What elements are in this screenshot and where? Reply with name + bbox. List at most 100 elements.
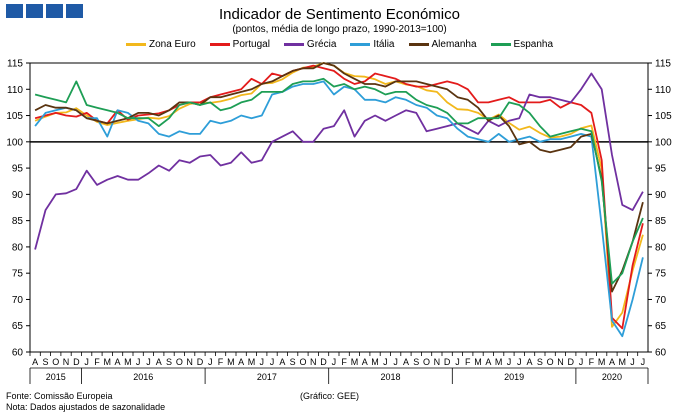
brand-logo	[6, 4, 83, 18]
adjustment-note: Nota: Dados ajustados de sazonalidade	[6, 402, 166, 412]
y-tick-label-right: 60	[655, 348, 667, 359]
legend-swatch	[125, 43, 146, 46]
legend-item: Grécia	[283, 39, 337, 50]
chart-subtitle: (pontos, média de longo prazo, 1990-2013…	[232, 24, 447, 35]
x-month-label: A	[279, 357, 285, 367]
y-tick-label-left: 85	[12, 216, 24, 227]
legend-item: Portugal	[209, 39, 270, 50]
x-month-label: J	[579, 357, 584, 367]
x-month-label: J	[641, 357, 646, 367]
y-tick-label-right: 65	[655, 321, 667, 332]
legend-label: Grécia	[306, 39, 337, 50]
x-month-label: A	[485, 357, 491, 367]
x-month-label: S	[166, 357, 172, 367]
y-tick-label-right: 110	[655, 85, 671, 96]
x-month-label: D	[568, 357, 575, 367]
x-month-label: J	[507, 357, 512, 367]
x-month-label: J	[517, 357, 522, 367]
x-month-label: O	[547, 357, 554, 367]
year-label: 2018	[380, 372, 400, 382]
series-line-zona-euro	[34, 62, 644, 328]
x-month-label: A	[32, 357, 38, 367]
legend-label: Zona Euro	[148, 39, 196, 50]
y-tick-label-left: 100	[6, 137, 23, 148]
y-tick-label-right: 75	[655, 269, 667, 280]
x-month-label: A	[403, 357, 409, 367]
x-month-label: A	[609, 357, 615, 367]
x-month-label: D	[197, 357, 204, 367]
x-month-label: F	[465, 357, 471, 367]
chart-credit: (Gráfico: GEE)	[300, 391, 360, 401]
legend-swatch	[209, 43, 230, 46]
x-month-label: J	[146, 357, 151, 367]
chart-title: Indicador de Sentimento Económico	[219, 6, 460, 23]
x-month-label: M	[598, 357, 606, 367]
x-month-label: D	[444, 357, 451, 367]
legend-item: Alemanha	[408, 39, 477, 50]
x-month-label: S	[290, 357, 296, 367]
y-tick-label-right: 95	[655, 164, 667, 175]
source-note: Fonte: Comissão Europeia	[6, 391, 113, 401]
y-tick-label-left: 105	[6, 111, 23, 122]
x-month-label: F	[341, 357, 347, 367]
x-month-label: J	[630, 357, 635, 367]
y-tick-label-right: 100	[655, 137, 672, 148]
x-month-label: N	[557, 357, 564, 367]
legend-item: Zona Euro	[125, 39, 196, 50]
x-month-label: O	[176, 357, 183, 367]
y-tick-label-left: 65	[12, 321, 24, 332]
x-month-label: M	[371, 357, 379, 367]
x-month-label: J	[260, 357, 265, 367]
legend-label: Alemanha	[431, 39, 477, 50]
x-month-label: S	[537, 357, 543, 367]
x-month-label: M	[474, 357, 482, 367]
y-tick-label-left: 75	[12, 269, 24, 280]
x-month-label: D	[320, 357, 327, 367]
x-month-label: J	[332, 357, 337, 367]
y-tick-label-left: 115	[7, 59, 23, 70]
legend-swatch	[408, 43, 429, 46]
x-month-label: S	[413, 357, 419, 367]
legend-label: Itália	[373, 39, 395, 50]
x-month-label: J	[270, 357, 275, 367]
x-month-label: A	[362, 357, 368, 367]
year-label: 2019	[504, 372, 524, 382]
year-label: 2020	[602, 372, 622, 382]
x-month-label: M	[619, 357, 627, 367]
legend-label: Espanha	[513, 39, 554, 50]
year-label: 2016	[133, 372, 153, 382]
series-line-portugal	[34, 64, 644, 330]
x-month-label: M	[124, 357, 132, 367]
x-month-label: O	[423, 357, 430, 367]
x-month-label: M	[227, 357, 235, 367]
x-month-label: S	[42, 357, 48, 367]
y-tick-label-left: 90	[12, 190, 24, 201]
y-tick-label-right: 115	[655, 59, 671, 70]
y-tick-label-left: 95	[12, 164, 24, 175]
y-tick-label-right: 105	[655, 111, 672, 122]
x-month-label: N	[186, 357, 193, 367]
x-month-label: J	[84, 357, 89, 367]
legend-swatch	[490, 43, 511, 46]
x-month-label: M	[248, 357, 256, 367]
x-month-label: F	[218, 357, 224, 367]
series-line-it-lia	[34, 80, 644, 338]
x-month-label: N	[434, 357, 441, 367]
x-month-label: A	[115, 357, 121, 367]
x-month-label: J	[455, 357, 460, 367]
x-month-label: J	[393, 357, 398, 367]
x-month-label: F	[589, 357, 595, 367]
y-tick-label-left: 60	[12, 348, 24, 359]
x-month-label: A	[156, 357, 162, 367]
y-tick-label-right: 70	[655, 295, 667, 306]
chart-legend: Zona Euro Portugal Grécia Itália Alemanha Esp…	[0, 39, 679, 50]
x-month-label: J	[136, 357, 141, 367]
legend-swatch	[350, 43, 371, 46]
x-month-label: J	[208, 357, 213, 367]
y-tick-label-right: 90	[655, 190, 667, 201]
y-tick-label-left: 70	[12, 295, 24, 306]
x-month-label: N	[63, 357, 70, 367]
legend-item: Espanha	[490, 39, 554, 50]
x-month-label: F	[94, 357, 100, 367]
